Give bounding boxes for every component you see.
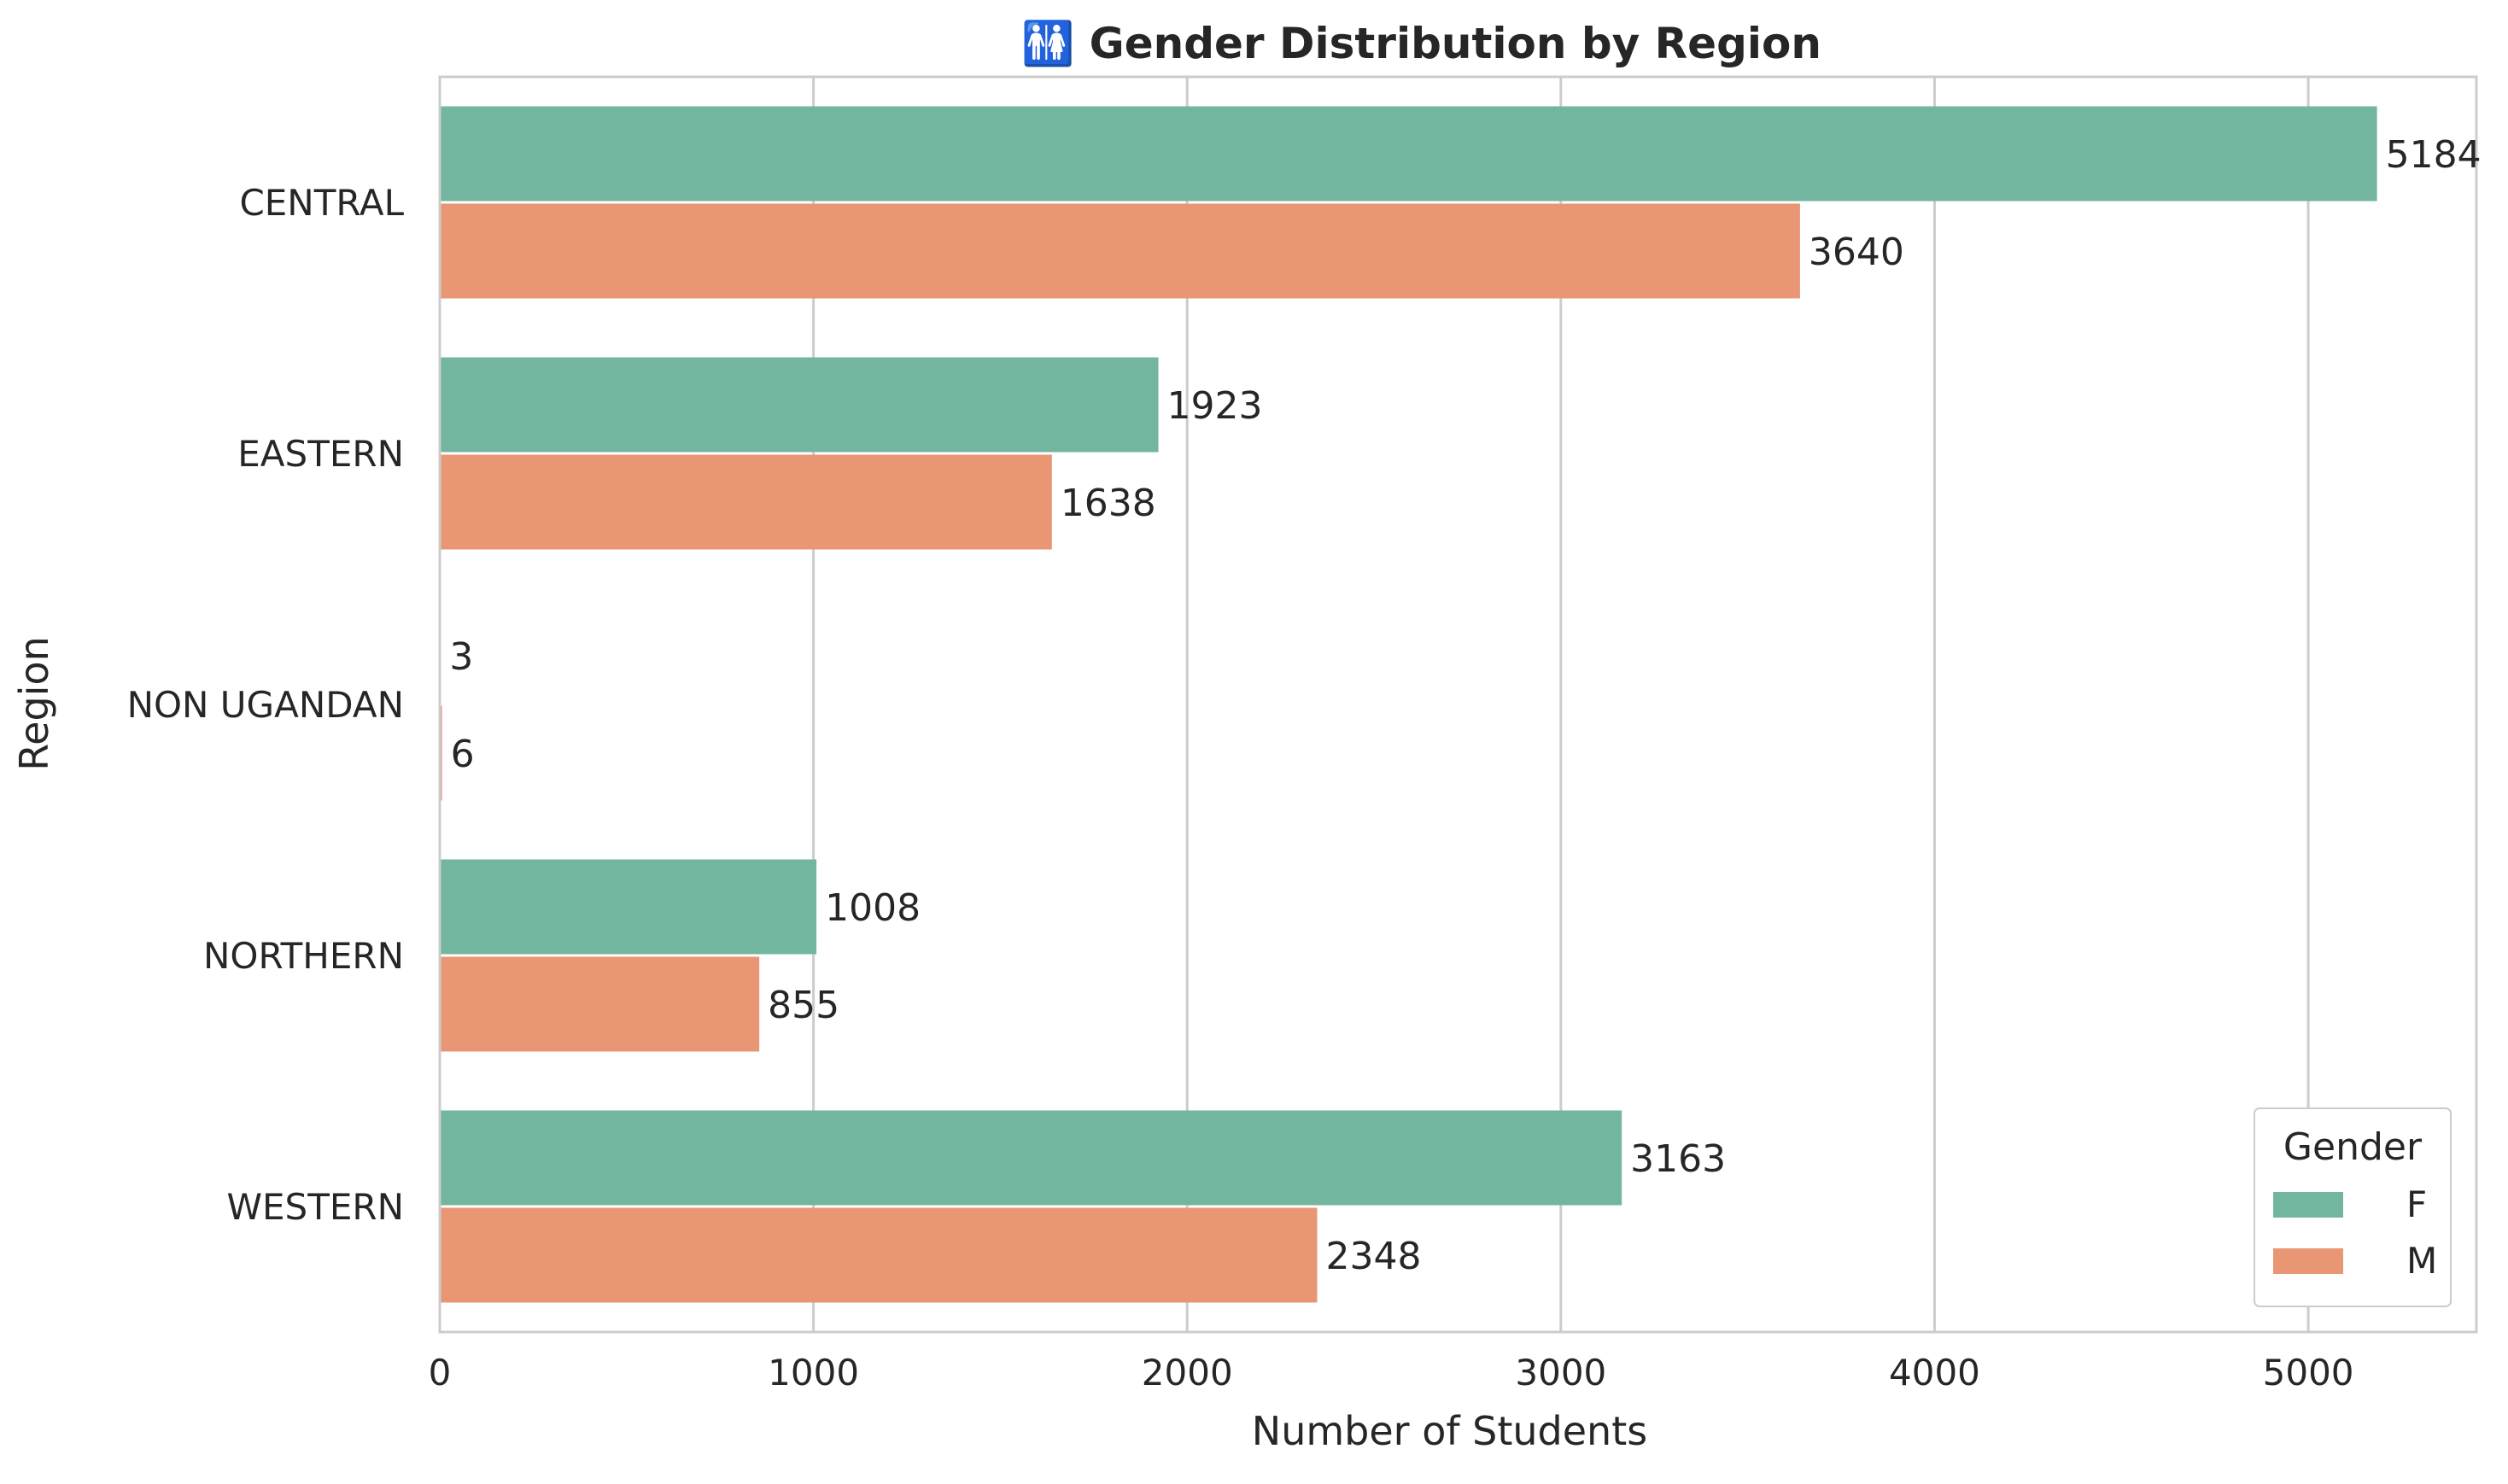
bar-value-label: 5184 bbox=[2386, 133, 2482, 177]
x-tick-label: 5000 bbox=[2263, 1352, 2354, 1393]
bar-value-label: 6 bbox=[451, 733, 475, 776]
bar-f bbox=[440, 1110, 1622, 1206]
y-tick-label: NORTHERN bbox=[203, 935, 404, 977]
bar-value-label: 2348 bbox=[1326, 1235, 1422, 1278]
y-axis-title: Region bbox=[11, 636, 57, 770]
bar-f bbox=[440, 106, 2377, 202]
legend-items: FM bbox=[2273, 1183, 2437, 1282]
chart-title: 🚻 Gender Distribution by Region bbox=[1021, 19, 1821, 68]
plot-frame bbox=[438, 75, 2478, 1334]
x-axis-title: Number of Students bbox=[1252, 1408, 1647, 1454]
legend: Gender FM bbox=[2254, 1107, 2452, 1307]
y-tick-label: WESTERN bbox=[226, 1186, 404, 1228]
legend-label-f: F bbox=[2406, 1183, 2427, 1225]
legend-swatch-f bbox=[2273, 1192, 2343, 1218]
legend-label-m: M bbox=[2406, 1240, 2437, 1282]
x-tick-label: 0 bbox=[429, 1352, 452, 1393]
bar-f bbox=[440, 859, 817, 955]
legend-swatch-m bbox=[2273, 1248, 2343, 1274]
x-tick-label: 3000 bbox=[1515, 1352, 1606, 1393]
data-labels: 5184 3640 1923 1638 3 6 1008 855 3163 2348 bbox=[449, 133, 2481, 1278]
y-axis-ticks: CENTRAL EASTERN NON UGANDAN NORTHERN WESTERN bbox=[127, 182, 405, 1228]
x-tick-label: 1000 bbox=[768, 1352, 859, 1393]
y-tick-label: NON UGANDAN bbox=[127, 684, 404, 726]
bar-f bbox=[440, 357, 1159, 453]
x-axis-ticks: 0 1000 2000 3000 4000 5000 bbox=[429, 1352, 2354, 1393]
x-tick-label: 4000 bbox=[1889, 1352, 1980, 1393]
bar-value-label: 3 bbox=[449, 635, 473, 679]
x-tick-label: 2000 bbox=[1142, 1352, 1233, 1393]
bar-m bbox=[440, 956, 760, 1052]
bar-value-label: 3640 bbox=[1809, 231, 1904, 274]
bar-value-label: 1008 bbox=[825, 886, 921, 930]
bar-m bbox=[440, 1207, 1318, 1303]
bar-m bbox=[440, 454, 1052, 550]
bars bbox=[440, 106, 2377, 1303]
bar-value-label: 855 bbox=[768, 984, 839, 1027]
y-tick-label: EASTERN bbox=[237, 433, 404, 475]
bar-value-label: 1923 bbox=[1167, 384, 1263, 428]
bar-m bbox=[440, 203, 1800, 299]
legend-title: Gender bbox=[2283, 1125, 2423, 1169]
y-tick-label: CENTRAL bbox=[239, 182, 404, 224]
bar-value-label: 1638 bbox=[1061, 482, 1156, 525]
bar-value-label: 3163 bbox=[1630, 1137, 1726, 1181]
